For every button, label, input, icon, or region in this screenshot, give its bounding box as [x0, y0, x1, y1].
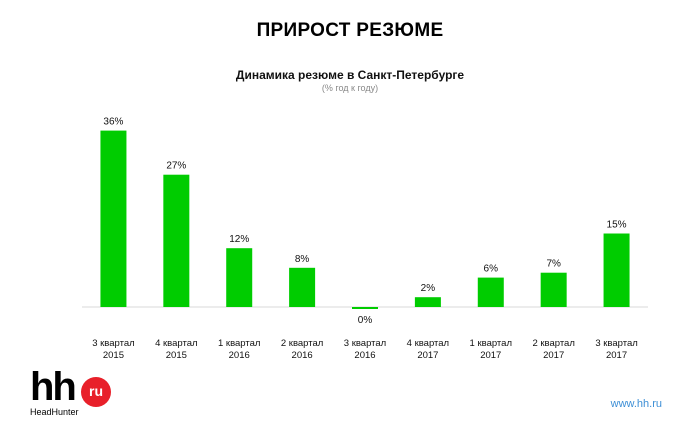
x-tick-label: 2 квартал	[532, 338, 574, 349]
bar	[163, 174, 190, 307]
bar	[540, 272, 567, 307]
x-tick-label: 2 квартал	[281, 338, 323, 349]
bar	[414, 297, 441, 307]
bar	[477, 277, 504, 307]
bar	[100, 130, 127, 307]
bar-value-label: 36%	[103, 117, 123, 128]
x-tick-label: 2016	[354, 350, 375, 361]
x-tick-label: 2017	[543, 350, 564, 361]
bar-value-label: 7%	[546, 259, 561, 270]
bar-value-label: 0%	[358, 315, 373, 326]
page-title: ПРИРОСТ РЕЗЮМЕ	[256, 20, 444, 41]
bar-value-label: 15%	[607, 220, 627, 231]
x-tick-label: 2015	[166, 350, 187, 361]
x-tick-label: 3 квартал	[92, 338, 134, 349]
logo-ru-badge: ru	[81, 377, 111, 407]
bar-value-label: 12%	[229, 234, 249, 245]
logo-subtitle: HeadHunter	[30, 407, 79, 417]
x-tick-label: 1 квартал	[470, 338, 512, 349]
bar-value-label: 27%	[166, 161, 186, 172]
x-tick-label: 3 квартал	[595, 338, 637, 349]
x-tick-label: 1 квартал	[218, 338, 260, 349]
x-tick-label: 4 квартал	[155, 338, 197, 349]
bar	[289, 267, 316, 307]
headhunter-logo: hh ru HeadHunter	[30, 367, 120, 419]
bar-value-label: 2%	[421, 283, 436, 294]
bar	[603, 233, 630, 307]
x-tick-label: 2017	[606, 350, 627, 361]
x-tick-label: 2015	[103, 350, 124, 361]
x-tick-label: 2016	[229, 350, 250, 361]
bar	[226, 248, 253, 307]
x-tick-label: 2017	[480, 350, 501, 361]
x-tick-label: 2016	[292, 350, 313, 361]
bar-value-label: 6%	[484, 264, 499, 275]
bar	[352, 307, 378, 309]
x-tick-label: 2017	[417, 350, 438, 361]
x-tick-label: 4 квартал	[407, 338, 449, 349]
bar-value-label: 8%	[295, 254, 310, 265]
chart-title: Динамика резюме в Санкт-Петербурге	[235, 68, 465, 82]
site-url-link[interactable]: www.hh.ru	[610, 398, 662, 410]
chart-subtitle: (% год к году)	[321, 83, 379, 93]
x-tick-label: 3 квартал	[344, 338, 386, 349]
logo-hh-text: hh	[30, 365, 77, 409]
